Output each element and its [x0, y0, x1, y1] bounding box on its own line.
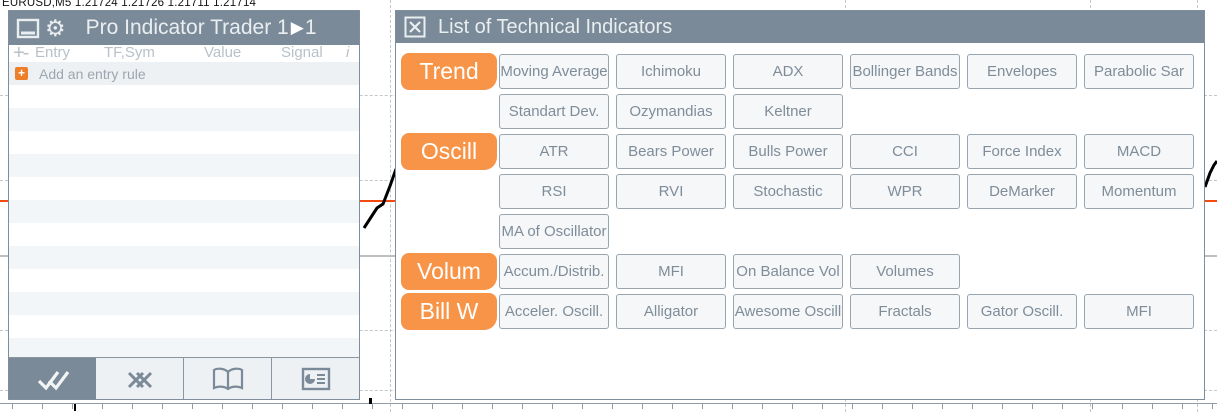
chart-mark: [369, 398, 372, 404]
category-slot: [401, 214, 499, 249]
indicator-button-ozymandias[interactable]: Ozymandias: [616, 94, 726, 129]
indicator-button-atr[interactable]: ATR: [499, 134, 609, 169]
indicator-button-keltner[interactable]: Keltner: [733, 94, 843, 129]
category-slot: Oscill: [401, 133, 499, 170]
double-cross-icon: [127, 371, 152, 388]
category-slot: [401, 94, 499, 129]
gridline: [390, 0, 391, 412]
indicator-group-volum: Volum Accum./Distrib. MFI On Balance Vol Vol…: [401, 253, 1204, 290]
indicator-button-wpr[interactable]: WPR: [850, 174, 960, 209]
indicator-button-bulls-power[interactable]: Bulls Power: [733, 134, 843, 169]
indicator-row: MA of Oscillator: [401, 214, 1204, 249]
double-check-icon: [37, 370, 69, 390]
indicator-button-ichimoku[interactable]: Ichimoku: [616, 54, 726, 89]
add-remove-columns[interactable]: +-: [13, 42, 29, 64]
category-label-bill-w: Bill W: [401, 293, 497, 330]
indicator-button-acceler-oscill[interactable]: Acceler. Oscill.: [499, 294, 609, 329]
indicator-group-bill-w: Bill W Acceler. Oscill. Alligator Awesome O…: [401, 293, 1204, 330]
indicator-button-fractals[interactable]: Fractals: [850, 294, 960, 329]
category-slot: Bill W: [401, 293, 499, 330]
left-panel-header: ⚙ Pro Indicator Trader 1 ▶ 1: [9, 11, 359, 45]
category-label-oscill: Oscill: [401, 133, 497, 170]
indicator-button-awesome-oscill[interactable]: Awesome Oscill: [733, 294, 843, 329]
symbol-quote-line: EURUSD,M5 1.21724 1.21726 1.21711 1.2171…: [2, 0, 257, 9]
entry-rule-list: [9, 85, 359, 357]
category-label-volum: Volum: [401, 253, 497, 290]
indicator-button-moving-average[interactable]: Moving Average: [499, 54, 609, 89]
indicator-button-demarker[interactable]: DeMarker: [967, 174, 1077, 209]
indicator-button-gator-oscill[interactable]: Gator Oscill.: [967, 294, 1077, 329]
indicator-row: Oscill ATR Bears Power Bulls Power CCI Force …: [401, 133, 1204, 170]
category-slot: [401, 174, 499, 209]
column-tf-sym: TF,Sym: [104, 44, 155, 61]
indicator-button-cci[interactable]: CCI: [850, 134, 960, 169]
indicator-group-oscill: Oscill ATR Bears Power Bulls Power CCI Force …: [401, 133, 1204, 249]
report-tab[interactable]: [271, 358, 359, 399]
indicator-button-force-index[interactable]: Force Index: [967, 134, 1077, 169]
journal-tab[interactable]: [183, 358, 271, 399]
gear-icon[interactable]: ⚙: [45, 14, 66, 41]
left-panel-title: Pro Indicator Trader 1: [85, 16, 289, 39]
left-panel-toolbar: [9, 357, 359, 399]
indicator-groups: Trend Moving Average Ichimoku ADX Bollinger …: [396, 43, 1204, 330]
indicator-button-macd[interactable]: MACD: [1084, 134, 1194, 169]
category-label-trend: Trend: [401, 53, 497, 90]
entry-rules-tab[interactable]: [9, 358, 96, 399]
indicator-button-stochastic[interactable]: Stochastic: [733, 174, 843, 209]
category-slot: Trend: [401, 53, 499, 90]
close-icon[interactable]: [404, 16, 426, 38]
indicator-button-volumes[interactable]: Volumes: [850, 254, 960, 289]
category-slot: Volum: [401, 253, 499, 290]
indicator-row: Volum Accum./Distrib. MFI On Balance Vol Vol…: [401, 253, 1204, 290]
play-icon[interactable]: ▶: [290, 18, 304, 37]
indicator-button-accum-distrib[interactable]: Accum./Distrib.: [499, 254, 609, 289]
indicator-button-ma-of-oscillator[interactable]: MA of Oscillator: [499, 214, 609, 249]
indicator-button-envelopes[interactable]: Envelopes: [967, 54, 1077, 89]
pro-indicator-trader-panel: ⚙ Pro Indicator Trader 1 ▶ 1 +- Entry TF…: [8, 10, 360, 400]
add-entry-rule-label: Add an entry rule: [39, 65, 146, 82]
add-rule-plus-icon[interactable]: +: [15, 67, 28, 80]
indicator-button-alligator[interactable]: Alligator: [616, 294, 726, 329]
indicator-button-standart-dev[interactable]: Standart Dev.: [499, 94, 609, 129]
indicator-button-mfi[interactable]: MFI: [616, 254, 726, 289]
indicator-button-rvi[interactable]: RVI: [616, 174, 726, 209]
window-icon[interactable]: [16, 18, 40, 39]
indicator-row: RSI RVI Stochastic WPR DeMarker Momentum: [401, 174, 1204, 209]
add-entry-rule-row[interactable]: + Add an entry rule: [9, 62, 359, 85]
entry-table-header: +- Entry TF,Sym Value Signal i: [9, 42, 359, 64]
left-panel-version: 1: [304, 16, 317, 39]
column-info: i: [346, 44, 350, 61]
indicator-button-on-balance-vol[interactable]: On Balance Vol: [733, 254, 843, 289]
indicator-button-mfi[interactable]: MFI: [1084, 294, 1194, 329]
indicator-row: Bill W Acceler. Oscill. Alligator Awesome O…: [401, 293, 1204, 330]
column-entry: Entry: [35, 44, 71, 61]
indicator-button-bollinger-bands[interactable]: Bollinger Bands: [850, 54, 960, 89]
time-axis-ticks: [12, 404, 1217, 409]
column-signal: Signal: [281, 44, 323, 61]
exit-rules-tab[interactable]: [96, 358, 183, 399]
column-value: Value: [204, 44, 242, 61]
indicator-button-parabolic-sar[interactable]: Parabolic Sar: [1084, 54, 1194, 89]
open-book-icon: [212, 367, 243, 390]
dialog-title: List of Technical Indicators: [438, 15, 673, 38]
indicator-button-momentum[interactable]: Momentum: [1084, 174, 1194, 209]
chart-mark: [74, 404, 76, 411]
technical-indicators-dialog: List of Technical Indicators Trend Moving…: [395, 10, 1205, 400]
indicator-button-rsi[interactable]: RSI: [499, 174, 609, 209]
indicator-row: Trend Moving Average Ichimoku ADX Bollinger …: [401, 53, 1204, 90]
indicator-button-bears-power[interactable]: Bears Power: [616, 134, 726, 169]
right-panel-header: List of Technical Indicators: [396, 11, 1204, 43]
indicator-button-adx[interactable]: ADX: [733, 54, 843, 89]
indicator-row: Standart Dev. Ozymandias Keltner: [401, 94, 1204, 129]
report-board-icon: [301, 367, 330, 390]
time-axis: [0, 403, 1217, 404]
indicator-group-trend: Trend Moving Average Ichimoku ADX Bollinger …: [401, 53, 1204, 129]
